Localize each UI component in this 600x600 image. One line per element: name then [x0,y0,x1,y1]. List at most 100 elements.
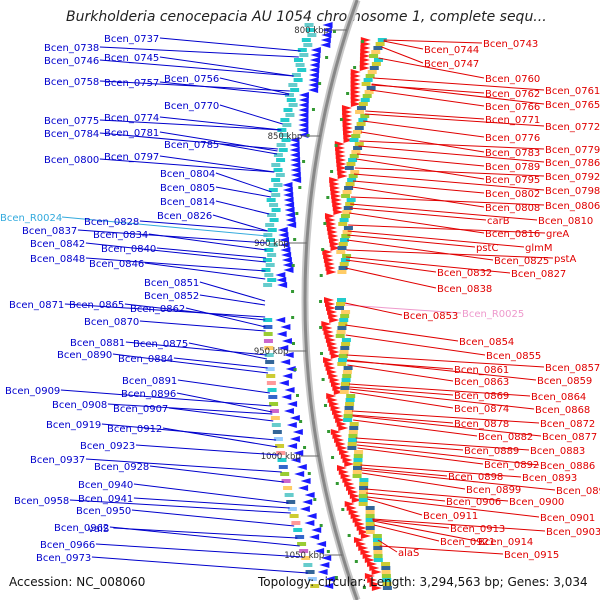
gc-dot [313,498,317,501]
gene-arrow-left [289,142,300,148]
right-gene-label: Bcen_0859 [537,376,592,387]
right-gene-leader [344,304,462,314]
gene-feature-left [304,23,314,27]
right-gene-leader [356,158,485,180]
gc-dot [332,30,336,33]
gene-arrow-left [275,317,286,323]
gene-feature-left [269,218,279,222]
gene-feature-right [337,246,347,250]
gene-feature-right [349,426,359,430]
gene-arrow-left [298,97,309,103]
right-gene-leader [354,167,545,177]
gene-feature-right [341,378,351,382]
left-gene-leader [176,392,273,413]
gene-feature-left [271,193,281,197]
gene-feature-left [277,128,287,132]
gene-feature-left [275,444,285,448]
gene-arrow-right [342,109,353,115]
left-gene-label: Bcen_0937 [30,455,85,466]
gene-feature-left [288,103,298,107]
gc-dot [298,186,302,189]
left-gene-leader [61,216,268,237]
left-gene-leader [91,556,308,574]
gene-feature-left [280,472,290,476]
gene-arrow-right [359,57,370,63]
gene-feature-right [373,58,383,62]
gene-feature-right [375,42,385,46]
left-gene-leader [148,233,267,251]
gene-arrow-left [289,152,300,158]
right-gene-label: Bcen_0864 [531,392,586,403]
gene-arrow-left [280,324,291,330]
right-gene-label: Bcen_0878 [454,419,509,430]
gc-dot [319,300,323,303]
left-gene-label: Bcen_0881 [70,338,125,349]
right-gene-leader [352,180,485,194]
gene-feature-left [291,521,301,525]
gene-feature-right [377,38,387,42]
right-gene-label: Bcen_0772 [545,122,600,133]
gene-feature-left [271,423,281,427]
gene-arrow-left [287,401,298,407]
gene-arrow-left [308,77,319,83]
left-gene-leader [149,465,284,483]
right-gene-label: Bcen_0869 [454,391,509,402]
gene-arrow-left [289,436,300,442]
right-gene-label: greA [546,229,569,240]
left-gene-leader [188,342,268,360]
left-gene-leader [99,158,275,173]
gc-dot [335,482,339,485]
right-gene-label: glmM [525,243,553,254]
right-gene-leader [360,131,485,153]
gene-feature-right [347,442,357,446]
left-gene-leader [159,81,289,96]
kbp-label: 950 kbp [254,347,289,357]
right-gene-leader [356,444,540,466]
gene-feature-right [348,434,358,438]
gene-feature-right [381,566,391,570]
gene-arrow-left [296,464,307,470]
left-gene-leader [135,444,279,456]
gene-feature-right [371,62,381,66]
right-gene-label: Bcen_0810 [538,216,593,227]
gc-dot [331,456,335,459]
gene-arrow-right [350,89,361,95]
right-gene-label: Bcen_0771 [485,115,540,126]
left-gene-label: Bcen_0842 [30,239,85,250]
gene-arrow-right [329,177,340,183]
right-gene-label: Bcen_0783 [485,148,540,159]
left-gene-label: Bcen_0851 [144,278,199,289]
gene-arrow-right [325,217,336,223]
gene-feature-left [266,238,276,242]
gc-dot [334,576,338,579]
gene-arrow-left [283,267,294,273]
gene-feature-right [354,126,364,130]
gene-feature-right [346,162,356,166]
left-gene-label: Bcen_0814 [160,197,215,208]
gene-feature-right [354,450,364,454]
gene-feature-right [366,86,376,90]
right-gene-label: Bcen_0883 [530,446,585,457]
gene-feature-right [382,578,392,582]
left-gene-label: Bcen_0940 [78,480,133,491]
gene-arrow-left [298,102,309,108]
gc-dot [347,534,351,537]
right-gene-label: Bcen_0913 [450,524,505,535]
gc-dot [319,274,323,277]
right-gene-label: Bcen_0776 [485,133,540,144]
gene-feature-left [276,451,286,455]
left-gene-leader [112,353,269,374]
gene-feature-right [345,182,355,186]
gene-arrow-right [336,161,347,167]
left-gene-leader [159,116,282,131]
left-gene-label: Bcen_0804 [160,169,215,180]
gene-feature-right [369,54,379,58]
right-gene-leader [357,153,485,167]
gene-feature-right [341,234,351,238]
gene-feature-left [310,584,320,588]
right-gene-leader [350,203,538,221]
gene-feature-left [282,123,292,127]
gc-dot [302,160,306,163]
gene-feature-right [358,494,368,498]
gene-feature-right [350,170,360,174]
